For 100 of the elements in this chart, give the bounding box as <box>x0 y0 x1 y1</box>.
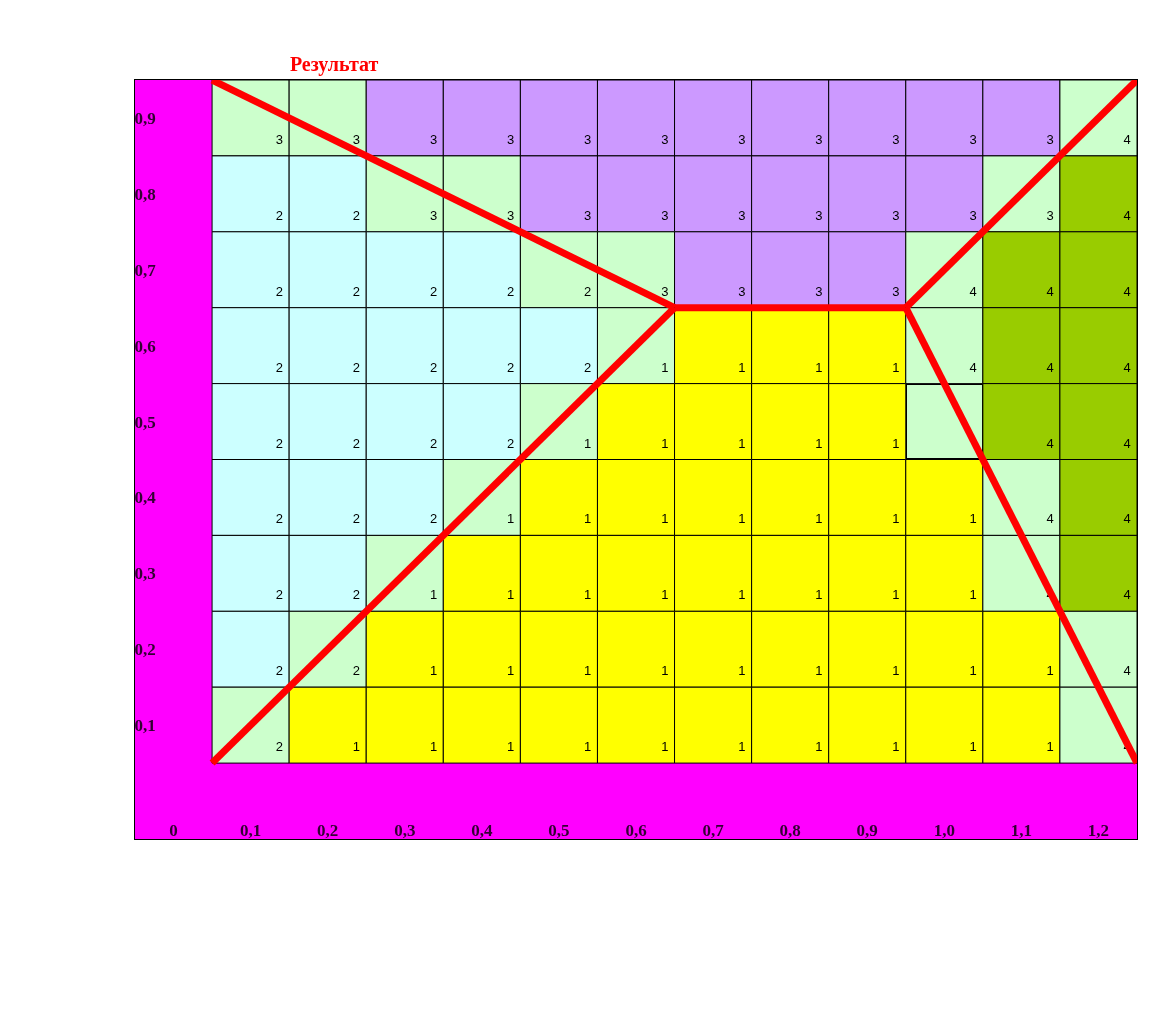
x-tick-label: 0,4 <box>471 821 493 840</box>
data-label: 1 <box>506 739 515 755</box>
data-label: 4 <box>969 359 977 375</box>
data-label: 1 <box>738 359 746 375</box>
data-label: 3 <box>738 131 746 147</box>
data-label: 2 <box>506 359 515 375</box>
data-label: 2 <box>352 435 361 451</box>
x-tick-label: 1,0 <box>933 821 955 840</box>
x-tick-label: 0 <box>169 821 178 840</box>
data-label: 3 <box>584 207 592 223</box>
data-label: 2 <box>352 663 361 679</box>
data-label: 4 <box>1046 511 1054 527</box>
y-tick-label: 0,7 <box>134 260 157 280</box>
y-tick-label: 0,6 <box>134 336 156 356</box>
data-label: 2 <box>275 435 283 451</box>
data-label: 1 <box>738 511 746 527</box>
data-label: 4 <box>1046 359 1054 375</box>
data-label: 2 <box>275 207 283 223</box>
data-label: 4 <box>1123 359 1131 375</box>
data-label: 1 <box>661 587 669 603</box>
data-label: 1 <box>815 739 823 755</box>
data-label: 1 <box>892 587 900 603</box>
data-label: 1 <box>584 587 592 603</box>
x-tick-label: 0,7 <box>702 821 725 840</box>
data-label: 2 <box>352 511 361 527</box>
data-label: 1 <box>661 435 669 451</box>
data-label: 3 <box>661 283 669 299</box>
data-label: 1 <box>738 435 746 451</box>
data-label: 3 <box>1046 131 1054 147</box>
data-label: 4 <box>969 283 977 299</box>
data-label: 1 <box>429 663 438 679</box>
x-tick-label: 1,1 <box>1010 821 1033 840</box>
data-label: 2 <box>506 435 515 451</box>
data-label: 2 <box>275 663 283 679</box>
data-label: 1 <box>584 435 592 451</box>
x-tick-label: 0,2 <box>317 821 339 840</box>
data-label: 2 <box>429 359 438 375</box>
data-label: 3 <box>892 207 900 223</box>
y-tick-label: 0,2 <box>134 640 156 660</box>
data-label: 1 <box>815 587 823 603</box>
y-tick-label: 0,5 <box>134 412 156 432</box>
data-label: 1 <box>892 739 900 755</box>
data-label: 1 <box>661 739 669 755</box>
y-tick-label: 0,3 <box>134 564 156 584</box>
data-label: 2 <box>275 587 283 603</box>
data-label: 1 <box>506 663 515 679</box>
data-label: 3 <box>815 283 823 299</box>
data-label: 1 <box>892 435 900 451</box>
data-label: 3 <box>429 207 438 223</box>
data-label: 4 <box>1123 207 1131 223</box>
y-tick-label: 0,8 <box>134 184 156 204</box>
data-label: 1 <box>892 359 900 375</box>
data-label: 1 <box>584 511 592 527</box>
data-label: 3 <box>352 131 361 147</box>
data-label: 4 <box>1046 435 1054 451</box>
x-tick-label: 0,5 <box>548 821 570 840</box>
data-label: 1 <box>815 359 823 375</box>
data-label: 1 <box>661 359 669 375</box>
data-label: 1 <box>738 663 746 679</box>
data-label: 1 <box>584 663 592 679</box>
data-label: 1 <box>584 739 592 755</box>
data-label: 1 <box>1046 739 1054 755</box>
data-label: 2 <box>352 283 361 299</box>
data-label: 1 <box>738 739 746 755</box>
data-label: 4 <box>1123 587 1131 603</box>
x-tick-label: 0,3 <box>394 821 416 840</box>
data-label: 1 <box>892 663 900 679</box>
x-tick-label: 1,2 <box>1087 821 1110 840</box>
data-label: 1 <box>738 587 746 603</box>
data-label: 1 <box>506 587 515 603</box>
data-label: 4 <box>1123 435 1131 451</box>
data-label: 3 <box>738 207 746 223</box>
y-tick-label: 0,1 <box>134 716 156 736</box>
data-label: 2 <box>275 511 283 527</box>
data-label: 1 <box>815 511 823 527</box>
data-label: 3 <box>429 131 438 147</box>
data-label: 2 <box>584 359 592 375</box>
data-label: 3 <box>661 131 669 147</box>
x-tick-label: 0,9 <box>856 821 878 840</box>
data-label: 2 <box>275 283 283 299</box>
data-label: 2 <box>429 283 438 299</box>
data-label: 3 <box>661 207 669 223</box>
data-label: 1 <box>815 435 823 451</box>
data-label: 1 <box>429 587 438 603</box>
data-label: 2 <box>275 739 283 755</box>
data-label: 1 <box>969 587 977 603</box>
data-label: 1 <box>506 511 515 527</box>
data-label: 1 <box>429 739 438 755</box>
x-tick-label: 0,6 <box>625 821 647 840</box>
data-label: 1 <box>892 511 900 527</box>
data-label: 1 <box>661 663 669 679</box>
data-label: 1 <box>969 663 977 679</box>
data-label: 3 <box>506 131 515 147</box>
data-label: 1 <box>815 663 823 679</box>
data-label: 2 <box>429 435 438 451</box>
data-label: 3 <box>275 131 283 147</box>
data-label: 4 <box>1123 283 1131 299</box>
data-label: 2 <box>352 207 361 223</box>
data-label: 1 <box>352 739 361 755</box>
data-label: 3 <box>969 131 977 147</box>
